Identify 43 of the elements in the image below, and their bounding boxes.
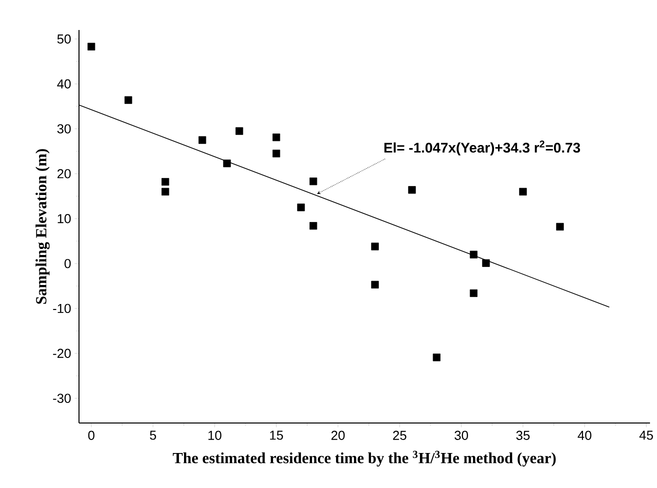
point	[88, 42, 96, 50]
point	[470, 289, 478, 297]
x-tick-label: 20	[331, 430, 345, 440]
x-tick-label: 30	[454, 430, 468, 440]
x-tick-label: 45	[639, 430, 653, 440]
y-tick-label: -10	[53, 304, 71, 314]
point	[236, 127, 244, 135]
x-tick-label: 25	[393, 430, 406, 440]
x-tick-label: 15	[270, 430, 283, 440]
y-tick-label: 50	[57, 34, 71, 44]
point	[297, 204, 305, 212]
point	[432, 354, 440, 362]
point	[310, 222, 318, 230]
point	[223, 160, 231, 168]
point	[519, 188, 527, 196]
point	[470, 250, 478, 258]
point	[272, 150, 280, 158]
y-tick-label: 0	[64, 258, 71, 268]
y-tick-label: 40	[57, 79, 71, 88]
y-tick-label: -30	[53, 394, 71, 403]
point	[482, 259, 490, 267]
y-tick-label: 10	[58, 214, 71, 224]
x-tick-label: 35	[516, 430, 530, 440]
y-axis-title: Sampling Elevation (m)	[36, 149, 50, 304]
point	[310, 178, 318, 186]
x-tick-label: 5	[150, 430, 156, 440]
x-tick-label: 10	[208, 430, 222, 440]
point	[408, 186, 416, 194]
point	[124, 96, 132, 104]
point	[162, 188, 170, 196]
y-tick-label: 20	[57, 169, 71, 178]
point	[272, 134, 280, 142]
point	[162, 178, 170, 186]
annotation: El= -1.047x(Year)+34.3 r$^{2}$=0.73	[384, 140, 580, 156]
x-axis-title: The estimated residence time by the $^{3}$H/$^{3}$He method (year)	[172, 450, 556, 466]
y-tick-label: -20	[53, 348, 71, 358]
x-tick-label: 40	[578, 430, 592, 440]
x-tick-label: 0	[88, 430, 94, 440]
point	[371, 280, 379, 288]
point	[198, 136, 206, 144]
point	[371, 242, 379, 250]
y-tick-label: 30	[57, 124, 71, 134]
point	[556, 222, 564, 231]
